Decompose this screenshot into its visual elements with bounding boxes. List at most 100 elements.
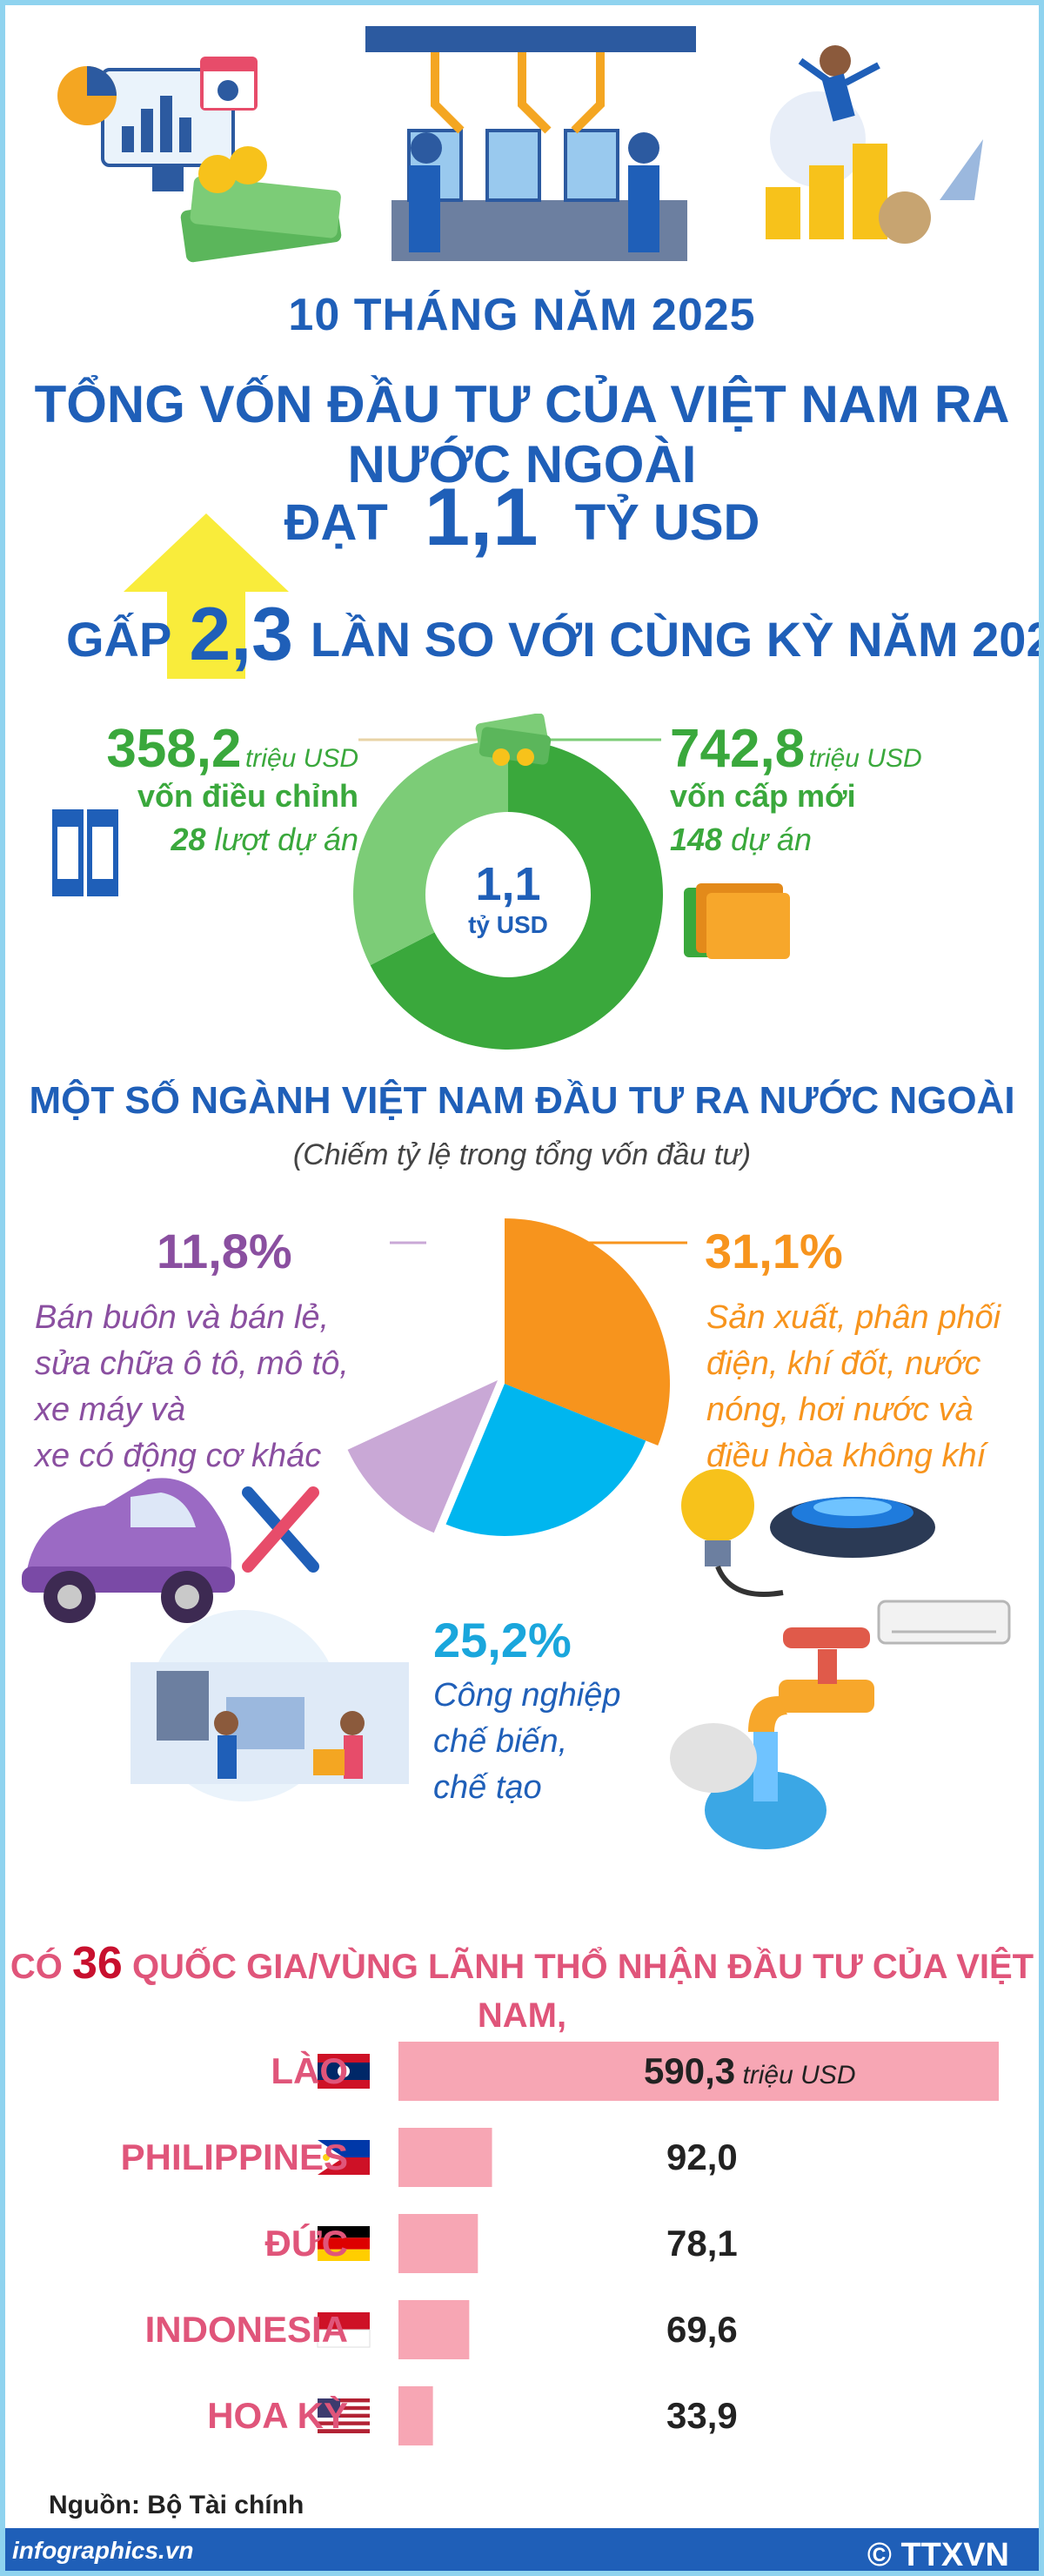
donut-center-label: 1,1 tỷ USD bbox=[421, 857, 595, 939]
germany-flag-icon bbox=[318, 2226, 370, 2261]
country-value: 590,3 triệu USD bbox=[644, 2050, 856, 2091]
sector-slice-1 bbox=[505, 1218, 670, 1446]
sector-2-label: Công nghiệp chế biến, chế tạo bbox=[433, 1673, 621, 1811]
country-bar bbox=[398, 2128, 492, 2187]
sector-illustrations bbox=[22, 1469, 1011, 1849]
agency-logo: © TTXVN bbox=[867, 2537, 1009, 2573]
money-stack-icon bbox=[180, 146, 342, 263]
sector-3-line: Bán buôn và bán lẻ, bbox=[35, 1299, 330, 1336]
site-url-text: infographics.vn bbox=[12, 2537, 194, 2564]
total-unit: TỶ USD bbox=[574, 494, 760, 551]
country-name: PHILIPPINES bbox=[120, 2137, 348, 2177]
donut-center-unit: tỷ USD bbox=[468, 911, 548, 938]
main-title: TỔNG VỐN ĐẦU TƯ CỦA VIỆT NAM RA NƯỚC NGO… bbox=[34, 375, 1010, 493]
sector-title: MỘT SỐ NGÀNH VIỆT NAM ĐẦU TƯ RA NƯỚC NGO… bbox=[29, 1079, 1015, 1122]
gas-stove-icon bbox=[770, 1497, 935, 1558]
adjusted-unit: triệu USD bbox=[244, 744, 358, 773]
countries-title-prefix: CÓ bbox=[10, 1948, 63, 1986]
sector-2-line: chế tạo bbox=[433, 1769, 542, 1806]
air-conditioner-icon bbox=[877, 1600, 1011, 1645]
new-count-label: dự án bbox=[731, 822, 812, 857]
adjusted-count: 28 bbox=[171, 822, 206, 857]
sector-1-line: Sản xuất, phân phối bbox=[706, 1299, 1001, 1336]
new-value: 742,8 bbox=[670, 719, 806, 779]
country-name: HOA KỲ bbox=[207, 2395, 348, 2436]
sector-3-line: xe máy và bbox=[35, 1392, 186, 1428]
donut-center-value: 1,1 bbox=[475, 858, 541, 910]
sector-1-line: điều hòa không khí bbox=[706, 1438, 987, 1474]
country-value: 92,0 bbox=[666, 2137, 738, 2177]
usa-flag-icon bbox=[318, 2398, 370, 2433]
sector-3-line: xe có động cơ khác bbox=[35, 1438, 322, 1474]
sector-2-pct-value: 25,2% bbox=[433, 1613, 572, 1667]
country-name: LÀO bbox=[271, 2050, 348, 2091]
sector-2-line: Công nghiệp bbox=[433, 1677, 621, 1714]
country-bar bbox=[398, 2042, 999, 2101]
laos-flag-icon bbox=[318, 2054, 370, 2089]
total-line: ĐẠT 1,1 TỶ USD bbox=[0, 470, 1044, 564]
wrench-screwdriver-icon bbox=[242, 1486, 319, 1573]
sector-1-label: Sản xuất, phân phối điện, khí đốt, nước … bbox=[706, 1295, 1000, 1479]
sector-2-line: chế biến, bbox=[433, 1723, 568, 1760]
country-bars bbox=[398, 2042, 999, 2445]
document-folders-icon bbox=[684, 883, 790, 959]
factory-robot-icon bbox=[365, 26, 696, 261]
sector-slice-2 bbox=[445, 1384, 646, 1536]
sector-subtitle: (Chiếm tỷ lệ trong tổng vốn đầu tư) bbox=[292, 1138, 752, 1171]
new-unit: triệu USD bbox=[808, 744, 922, 773]
country-bar-chart bbox=[317, 2042, 999, 2445]
country-flags bbox=[317, 2054, 371, 2433]
new-count: 148 bbox=[670, 822, 723, 857]
sector-segments bbox=[347, 1218, 670, 1536]
country-bar bbox=[398, 2214, 478, 2273]
indonesia-flag-icon bbox=[317, 2312, 371, 2348]
calendar-icon bbox=[200, 57, 258, 111]
source-note: Nguồn: Bộ Tài chính bbox=[49, 2491, 304, 2519]
philippines-flag-icon bbox=[318, 2140, 370, 2175]
countries-title-rest: QUỐC GIA/VÙNG LÃNH THỔ NHẬN ĐẦU TƯ CỦA V… bbox=[131, 1948, 1034, 2035]
sector-1-pct-value: 31,1% bbox=[705, 1224, 843, 1278]
factory-workers-icon bbox=[130, 1610, 409, 1801]
adjusted-label: vốn điều chỉnh bbox=[137, 778, 358, 814]
capital-donut-chart bbox=[52, 714, 790, 1050]
country-value: 69,6 bbox=[666, 2309, 738, 2350]
multiple-prefix: GẤP bbox=[66, 612, 172, 667]
site-url[interactable]: infographics.vn bbox=[0, 2528, 1044, 2576]
country-value: 33,9 bbox=[666, 2395, 738, 2436]
multiple-suffix: LẦN SO VỚI CÙNG KỲ NĂM 2024 bbox=[310, 612, 1044, 667]
country-bar bbox=[398, 2300, 470, 2359]
binder-folders-icon bbox=[52, 809, 118, 896]
adjusted-count-label: lượt dự án bbox=[214, 822, 358, 857]
sector-3-pct: 11,8% bbox=[157, 1223, 292, 1279]
coins-investor-icon bbox=[766, 45, 983, 244]
donut-hole bbox=[425, 812, 591, 977]
adjusted-capital-label: 358,2 triệu USD vốn điều chỉnh 28 lượt d… bbox=[0, 718, 358, 858]
total-prefix: ĐẠT bbox=[284, 494, 388, 551]
countries-title-number: 36 bbox=[72, 1938, 123, 1989]
sector-pie-chart bbox=[347, 1218, 687, 1536]
car-icon bbox=[22, 1478, 235, 1623]
adjusted-value: 358,2 bbox=[106, 719, 242, 779]
sector-1-line: nóng, hơi nước và bbox=[706, 1392, 974, 1428]
light-bulb-icon bbox=[681, 1469, 784, 1597]
up-arrow-icon bbox=[124, 513, 289, 679]
country-value-unit: triệu USD bbox=[735, 2061, 856, 2090]
water-tap-icon bbox=[670, 1627, 874, 1849]
sector-3-label: Bán buôn và bán lẻ, sửa chữa ô tô, mô tô… bbox=[35, 1295, 349, 1479]
country-bar bbox=[398, 2386, 433, 2445]
sector-2-pct: 25,2% bbox=[433, 1612, 572, 1668]
country-value: 78,1 bbox=[666, 2223, 738, 2264]
agency-logo-text: TTXVN bbox=[900, 2537, 1009, 2573]
money-bundle-icon bbox=[475, 714, 552, 766]
multiple-value: 2,3 bbox=[189, 593, 293, 676]
sector-3-pct-value: 11,8% bbox=[157, 1224, 292, 1278]
multiple-line: GẤP 2,3 LẦN SO VỚI CÙNG KỲ NĂM 2024 bbox=[66, 592, 1044, 678]
new-label: vốn cấp mới bbox=[670, 778, 856, 814]
country-name: ĐỨC bbox=[264, 2223, 348, 2264]
header-illustration bbox=[57, 26, 983, 263]
new-capital-label: 742,8 triệu USD vốn cấp mới 148 dự án bbox=[670, 718, 1035, 858]
sector-3-line: sửa chữa ô tô, mô tô, bbox=[35, 1345, 349, 1382]
sector-1-pct: 31,1% bbox=[705, 1223, 843, 1279]
sector-1-line: điện, khí đốt, nước bbox=[706, 1345, 981, 1382]
total-value: 1,1 bbox=[424, 471, 539, 562]
